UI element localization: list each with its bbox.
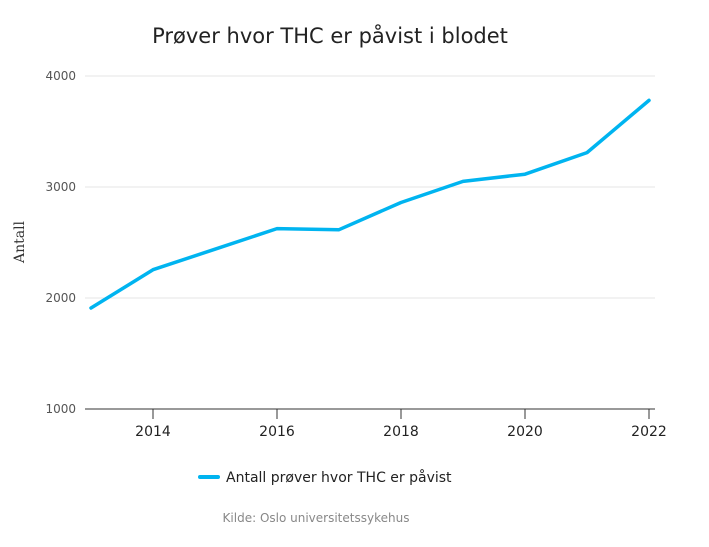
x-tick-label: 2022: [631, 424, 667, 440]
data-point[interactable]: [457, 175, 469, 187]
y-tick-label: 1000: [45, 402, 76, 416]
y-axis-label: Antall: [12, 220, 28, 264]
y-axis-ticks: 1000 2000 3000 4000: [45, 69, 76, 416]
series-layer: [85, 94, 655, 314]
legend[interactable]: Antall prøver hvor THC er påvist: [198, 469, 452, 486]
x-tick-label: 2016: [259, 424, 295, 440]
legend-item-label[interactable]: Antall prøver hvor THC er påvist: [226, 469, 452, 486]
y-tick-label: 2000: [45, 291, 76, 305]
y-tick-label: 3000: [45, 180, 76, 194]
y-tick-label: 4000: [45, 69, 76, 83]
data-point[interactable]: [581, 147, 593, 159]
data-point[interactable]: [209, 243, 221, 255]
x-axis: 2014 2016 2018 2020 2022: [85, 408, 667, 440]
x-tick-label: 2020: [507, 424, 543, 440]
data-point[interactable]: [147, 264, 159, 276]
data-point[interactable]: [519, 168, 531, 180]
x-tick-label: 2018: [383, 424, 419, 440]
gridlines: [85, 75, 655, 299]
x-tick-label: 2014: [135, 424, 171, 440]
data-point[interactable]: [333, 224, 345, 236]
data-point[interactable]: [271, 223, 283, 235]
credit-text: Kilde: Oslo universitetssykehus: [223, 511, 410, 525]
data-point[interactable]: [643, 94, 655, 106]
data-point[interactable]: [395, 197, 407, 209]
series-line[interactable]: [89, 98, 651, 310]
data-point[interactable]: [85, 302, 97, 314]
chart-title: Prøver hvor THC er påvist i blodet: [152, 23, 508, 48]
